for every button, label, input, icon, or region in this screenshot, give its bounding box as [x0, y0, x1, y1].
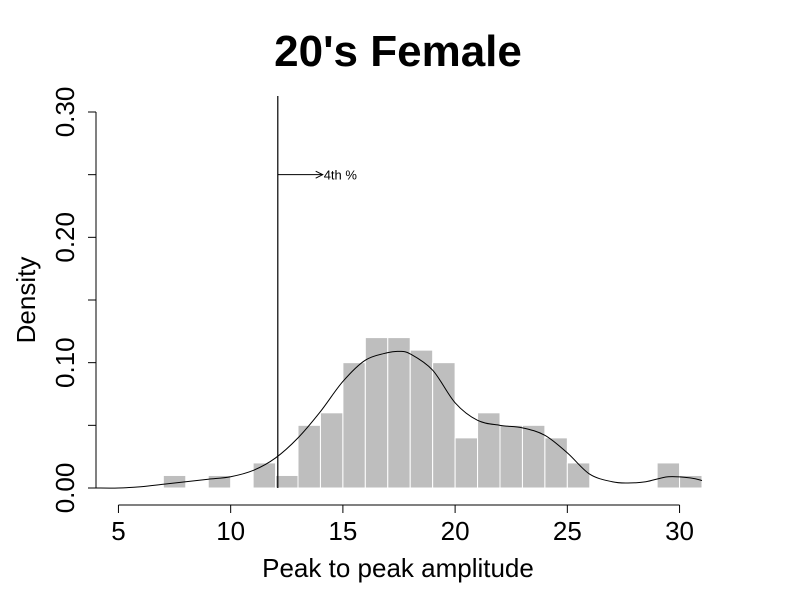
histogram-bar: [454, 437, 479, 489]
x-tick-label: 15: [328, 516, 357, 546]
density-curve: [95, 350, 703, 489]
histogram-bar: [432, 362, 456, 489]
y-axis-label: Density: [11, 257, 41, 344]
histogram-bar: [342, 362, 366, 489]
x-tick-label: 5: [111, 516, 125, 546]
x-axis-label: Peak to peak amplitude: [262, 553, 534, 583]
histogram-bar: [275, 474, 299, 489]
arrow-head: [315, 170, 324, 179]
x-tick-label: 25: [553, 516, 582, 546]
histogram-bar: [544, 437, 568, 489]
histogram-bar: [319, 412, 344, 489]
histogram-bar: [499, 424, 523, 489]
y-tick-label: 0.00: [50, 463, 80, 514]
x-tick-label: 10: [216, 516, 245, 546]
x-axis: 5 10 15 20 25 30: [111, 504, 694, 546]
histogram-bar: [364, 337, 389, 489]
percentile-marker: 4th %: [277, 96, 358, 488]
y-tick-label: 0.30: [50, 87, 80, 138]
histogram-bar: [521, 424, 546, 489]
histogram-bar: [252, 462, 277, 489]
histogram-bar: [409, 349, 434, 489]
histogram-bars: [162, 337, 703, 489]
y-tick-label: 0.20: [50, 212, 80, 263]
histogram-bar: [656, 462, 681, 489]
histogram-bar: [566, 462, 591, 489]
x-tick-label: 20: [441, 516, 470, 546]
percentile-label: 4th %: [324, 168, 358, 183]
y-axis: 0.00 0.10 0.20 0.30: [50, 87, 97, 514]
x-tick-label: 30: [665, 516, 694, 546]
y-tick-label: 0.10: [50, 337, 80, 388]
chart-title: 20's Female: [274, 27, 522, 76]
histogram-bar: [387, 337, 411, 489]
